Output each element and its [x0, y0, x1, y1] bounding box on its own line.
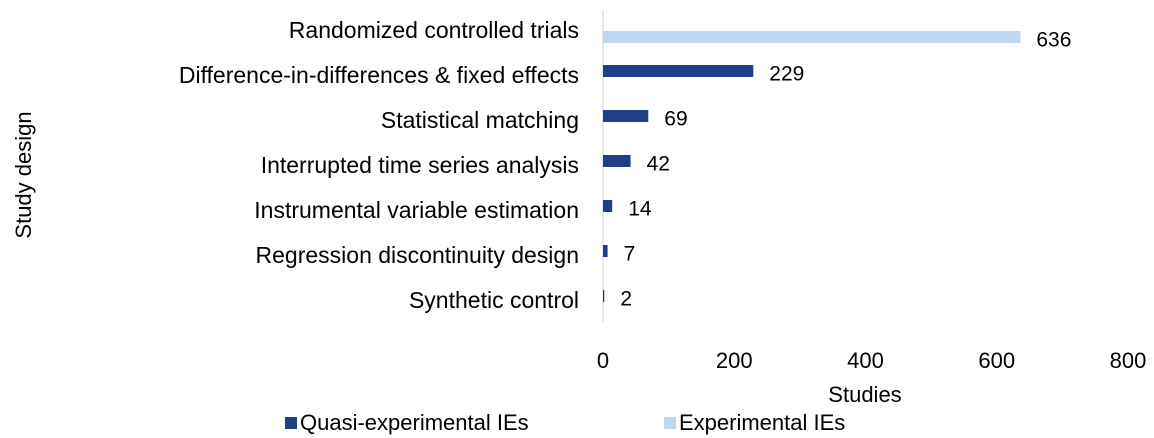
y-tick-label: Randomized controlled trials [289, 17, 579, 43]
data-label: 2 [620, 288, 632, 311]
legend-swatch [285, 417, 297, 429]
bar [603, 110, 649, 122]
bar [603, 65, 754, 77]
data-label: 69 [664, 108, 687, 131]
x-tick-label: 600 [978, 348, 1015, 373]
legend-label: Experimental IEs [679, 410, 845, 435]
x-tick-label: 800 [1110, 348, 1147, 373]
bar [603, 290, 605, 302]
x-axis-label: Studies [828, 382, 901, 407]
y-tick-label: Difference-in-differences & fixed effect… [179, 62, 579, 88]
y-tick-label: Interrupted time series analysis [261, 152, 579, 178]
data-label: 7 [624, 243, 636, 266]
bar [603, 31, 1021, 43]
data-label: 14 [628, 198, 652, 221]
bar [603, 245, 608, 257]
x-tick-label: 0 [597, 348, 609, 373]
x-tick-label: 200 [716, 348, 753, 373]
data-label: 229 [769, 63, 804, 86]
bar [603, 200, 613, 212]
data-label: 636 [1036, 29, 1071, 52]
bar [603, 155, 631, 167]
legend-label: Quasi-experimental IEs [300, 410, 529, 435]
legend-swatch [664, 417, 676, 429]
y-tick-label: Statistical matching [381, 107, 579, 133]
y-tick-label: Regression discontinuity design [256, 242, 579, 268]
y-tick-label: Synthetic control [409, 287, 579, 313]
x-tick-label: 400 [847, 348, 884, 373]
data-label: 42 [647, 153, 670, 176]
y-tick-label: Instrumental variable estimation [254, 197, 579, 223]
y-axis-label: Study design [11, 111, 36, 238]
